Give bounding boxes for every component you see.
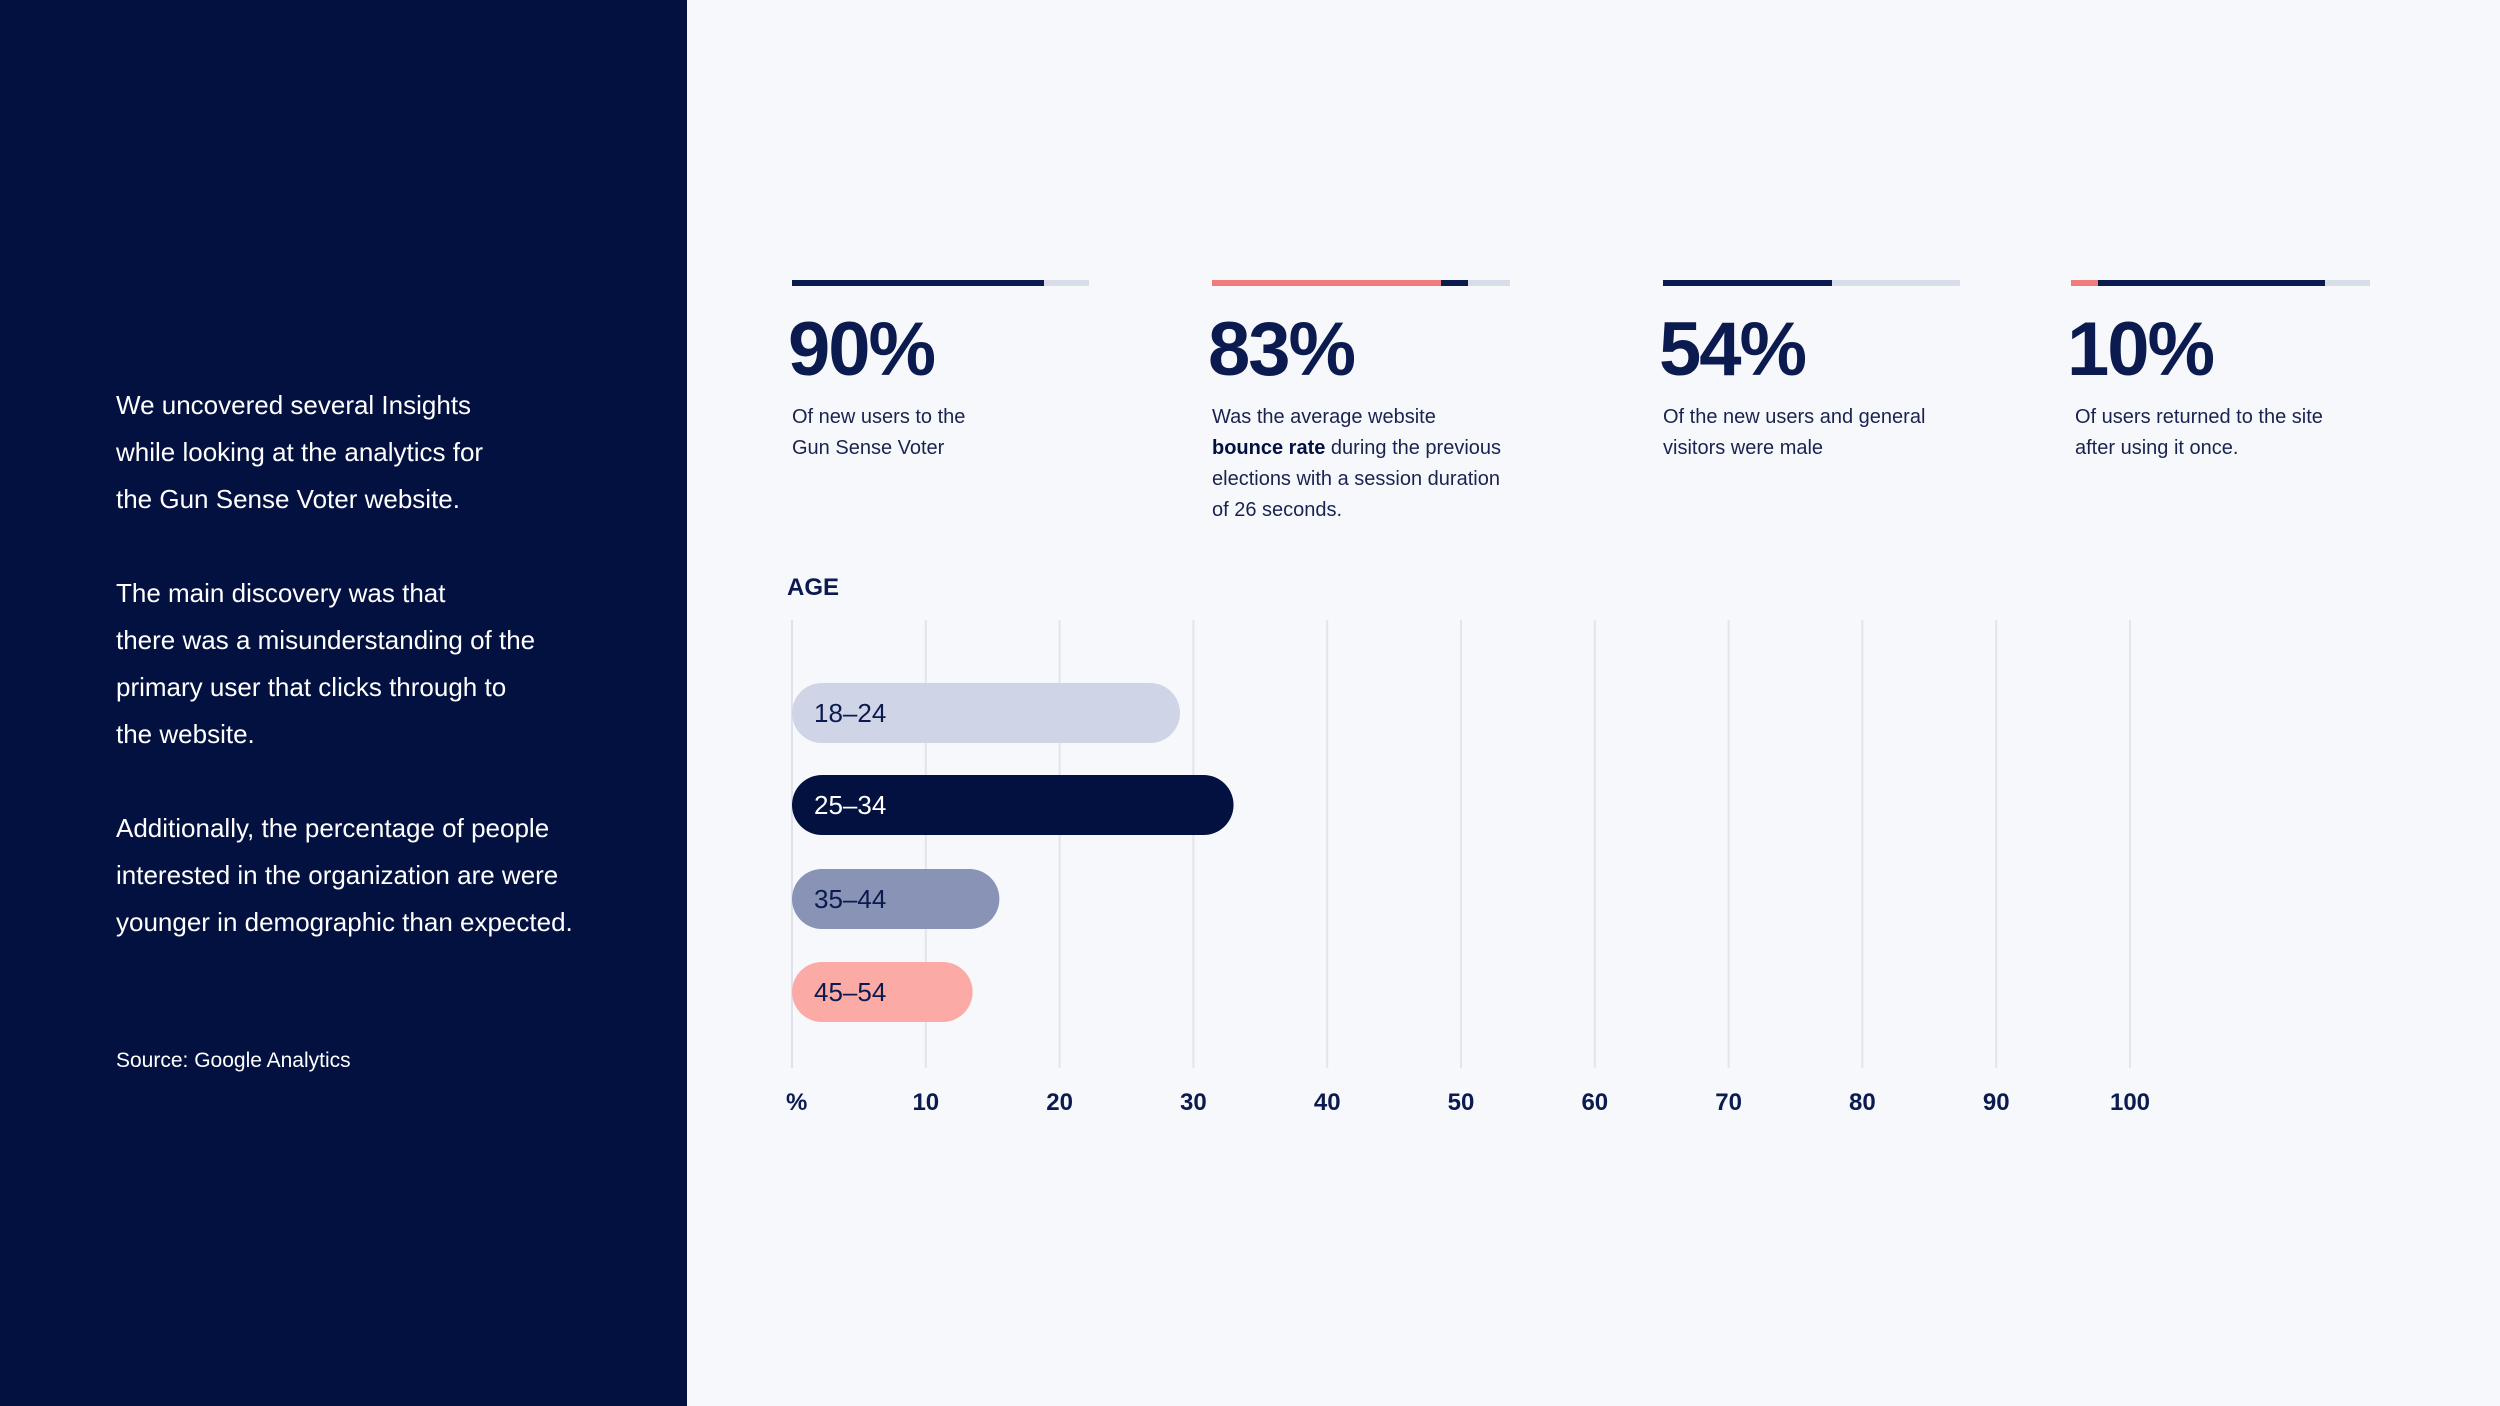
bar-label: 18–24 — [814, 698, 886, 728]
stat-progress-fill — [792, 280, 1045, 286]
bar — [792, 775, 1234, 835]
stat-desc-bold: bounce rate — [1212, 437, 1326, 459]
stat-progress-fill — [1212, 280, 1442, 286]
stat-progress-fill — [2071, 280, 2098, 286]
stat-progress-fill — [1663, 280, 1833, 286]
chart-title: AGE — [787, 574, 840, 601]
stat-value: 10% — [2067, 307, 2215, 392]
stat-progress-fill — [1441, 280, 1469, 286]
bar — [792, 869, 1000, 929]
bar-label: 25–34 — [814, 790, 886, 820]
stat-progress-bar — [1663, 280, 1960, 286]
stat-progress-bar — [2071, 280, 2370, 286]
stat-value: 54% — [1659, 307, 1807, 392]
stat-description: Was the average website bounce rate duri… — [1212, 402, 1542, 526]
stat-description: Of users returned to the site after usin… — [2075, 402, 2405, 464]
bar-label: 35–44 — [814, 884, 886, 914]
source-note: Source: Google Analytics — [116, 1049, 351, 1072]
x-tick-label: 70 — [1715, 1089, 1742, 1116]
stat-desc-text: Was the average website — [1212, 406, 1436, 428]
stat-value: 83% — [1208, 307, 1356, 392]
left-panel: We uncovered several Insights while look… — [0, 0, 687, 1406]
x-tick-label: 30 — [1180, 1089, 1207, 1116]
stat-value: 90% — [788, 307, 936, 392]
stat-progress-bar — [792, 280, 1089, 286]
stat-desc-text: Of users returned to the site after usin… — [2075, 406, 2323, 459]
x-tick-label: 40 — [1314, 1089, 1341, 1116]
intro-paragraph: Additionally, the percentage of people i… — [116, 813, 573, 937]
stat-description: Of new users to the Gun Sense Voter — [792, 402, 1122, 464]
intro-text: We uncovered several Insights while look… — [116, 382, 636, 993]
x-tick-label: 100 — [2110, 1089, 2150, 1116]
stat-progress-bar — [1212, 280, 1510, 286]
x-tick-label: 90 — [1983, 1089, 2010, 1116]
stat-description: Of the new users and general visitors we… — [1663, 402, 1993, 464]
x-tick-label: 60 — [1581, 1089, 1608, 1116]
bar — [792, 962, 973, 1022]
x-axis-unit-label: % — [786, 1089, 807, 1116]
stat-desc-text: Of the new users and general visitors we… — [1663, 406, 1926, 459]
stat-progress-fill — [2097, 280, 2326, 286]
x-tick-label: 10 — [912, 1089, 939, 1116]
stat-desc-text: Of new users to the Gun Sense Voter — [792, 406, 966, 459]
intro-paragraph: The main discovery was that there was a … — [116, 578, 536, 749]
x-tick-label: 20 — [1046, 1089, 1073, 1116]
x-tick-label: 50 — [1448, 1089, 1475, 1116]
stat-desc-text: during the previous elections with a ses… — [1212, 437, 1502, 521]
intro-paragraph: We uncovered several Insights while look… — [116, 390, 484, 514]
bar — [792, 683, 1181, 743]
bar-label: 45–54 — [814, 977, 886, 1007]
x-tick-label: 80 — [1849, 1089, 1876, 1116]
